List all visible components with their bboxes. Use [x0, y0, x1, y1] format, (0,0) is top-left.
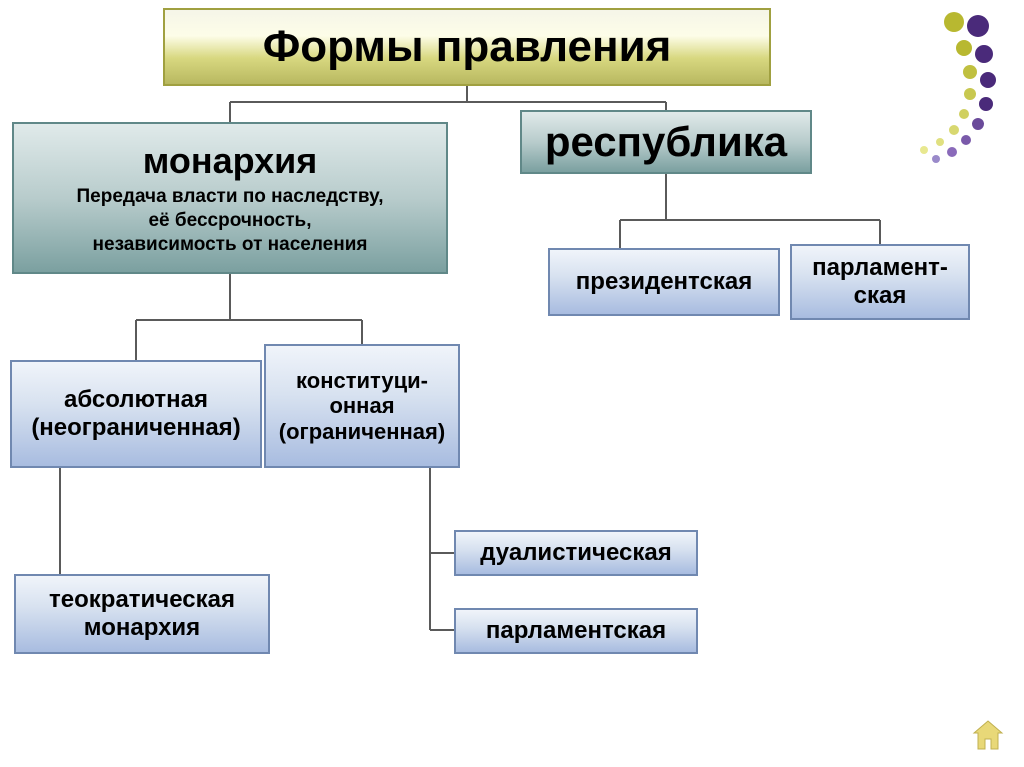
node-parliamentary_rep: парламент- ская — [790, 244, 970, 320]
node-title: Формы правления — [263, 22, 672, 73]
node-constitutional: конституци- онная (ограниченная) — [264, 344, 460, 468]
node-subtitle: Передача власти по наследству, её бессро… — [77, 185, 384, 256]
node-monarchy: монархияПередача власти по наследству, е… — [12, 122, 448, 274]
dot-icon — [980, 72, 996, 88]
node-title: дуалистическая — [480, 539, 671, 567]
dot-icon — [979, 97, 993, 111]
dot-icon — [959, 109, 969, 119]
node-root: Формы правления — [163, 8, 771, 86]
node-title: конституци- онная (ограниченная) — [279, 368, 445, 444]
dot-icon — [972, 118, 984, 130]
decorative-dots — [850, 14, 1010, 174]
dot-icon — [944, 12, 964, 32]
node-title: парламентская — [486, 617, 666, 645]
dot-icon — [920, 146, 928, 154]
dot-icon — [963, 65, 977, 79]
home-icon[interactable] — [970, 717, 1006, 753]
dot-icon — [956, 40, 972, 56]
node-title: парламент- ская — [812, 254, 948, 309]
dot-icon — [961, 135, 971, 145]
node-republic: республика — [520, 110, 812, 174]
node-presidential: президентская — [548, 248, 780, 316]
dot-icon — [936, 138, 944, 146]
node-dualistic: дуалистическая — [454, 530, 698, 576]
dot-icon — [964, 88, 976, 100]
node-title: президентская — [576, 268, 752, 296]
node-title: монархия — [143, 140, 318, 181]
dot-icon — [975, 45, 993, 63]
node-title: абсолютная (неограниченная) — [31, 386, 240, 441]
dot-icon — [967, 15, 989, 37]
node-title: теократическая монархия — [49, 586, 235, 641]
dot-icon — [949, 125, 959, 135]
node-parliamentary_mon: парламентская — [454, 608, 698, 654]
dot-icon — [932, 155, 940, 163]
node-absolute: абсолютная (неограниченная) — [10, 360, 262, 468]
node-theocratic: теократическая монархия — [14, 574, 270, 654]
node-title: республика — [545, 118, 787, 166]
dot-icon — [947, 147, 957, 157]
